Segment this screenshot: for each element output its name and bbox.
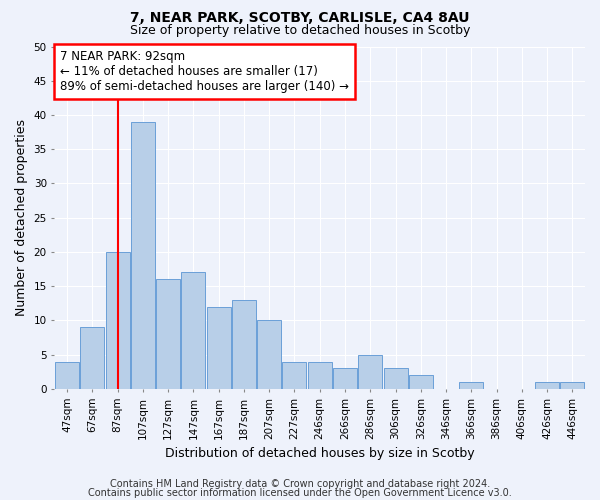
- Bar: [131, 122, 155, 389]
- Bar: [333, 368, 357, 389]
- Text: 7, NEAR PARK, SCOTBY, CARLISLE, CA4 8AU: 7, NEAR PARK, SCOTBY, CARLISLE, CA4 8AU: [130, 11, 470, 25]
- Bar: [460, 382, 484, 389]
- Bar: [358, 354, 382, 389]
- Bar: [156, 280, 180, 389]
- Bar: [181, 272, 205, 389]
- Bar: [308, 362, 332, 389]
- Text: Contains public sector information licensed under the Open Government Licence v3: Contains public sector information licen…: [88, 488, 512, 498]
- Bar: [106, 252, 130, 389]
- Bar: [560, 382, 584, 389]
- Bar: [55, 362, 79, 389]
- Text: Size of property relative to detached houses in Scotby: Size of property relative to detached ho…: [130, 24, 470, 37]
- Text: 7 NEAR PARK: 92sqm
← 11% of detached houses are smaller (17)
89% of semi-detache: 7 NEAR PARK: 92sqm ← 11% of detached hou…: [60, 50, 349, 93]
- X-axis label: Distribution of detached houses by size in Scotby: Distribution of detached houses by size …: [165, 447, 475, 460]
- Bar: [206, 306, 230, 389]
- Bar: [232, 300, 256, 389]
- Bar: [80, 328, 104, 389]
- Bar: [535, 382, 559, 389]
- Bar: [257, 320, 281, 389]
- Bar: [283, 362, 307, 389]
- Y-axis label: Number of detached properties: Number of detached properties: [15, 119, 28, 316]
- Bar: [409, 375, 433, 389]
- Bar: [383, 368, 407, 389]
- Text: Contains HM Land Registry data © Crown copyright and database right 2024.: Contains HM Land Registry data © Crown c…: [110, 479, 490, 489]
